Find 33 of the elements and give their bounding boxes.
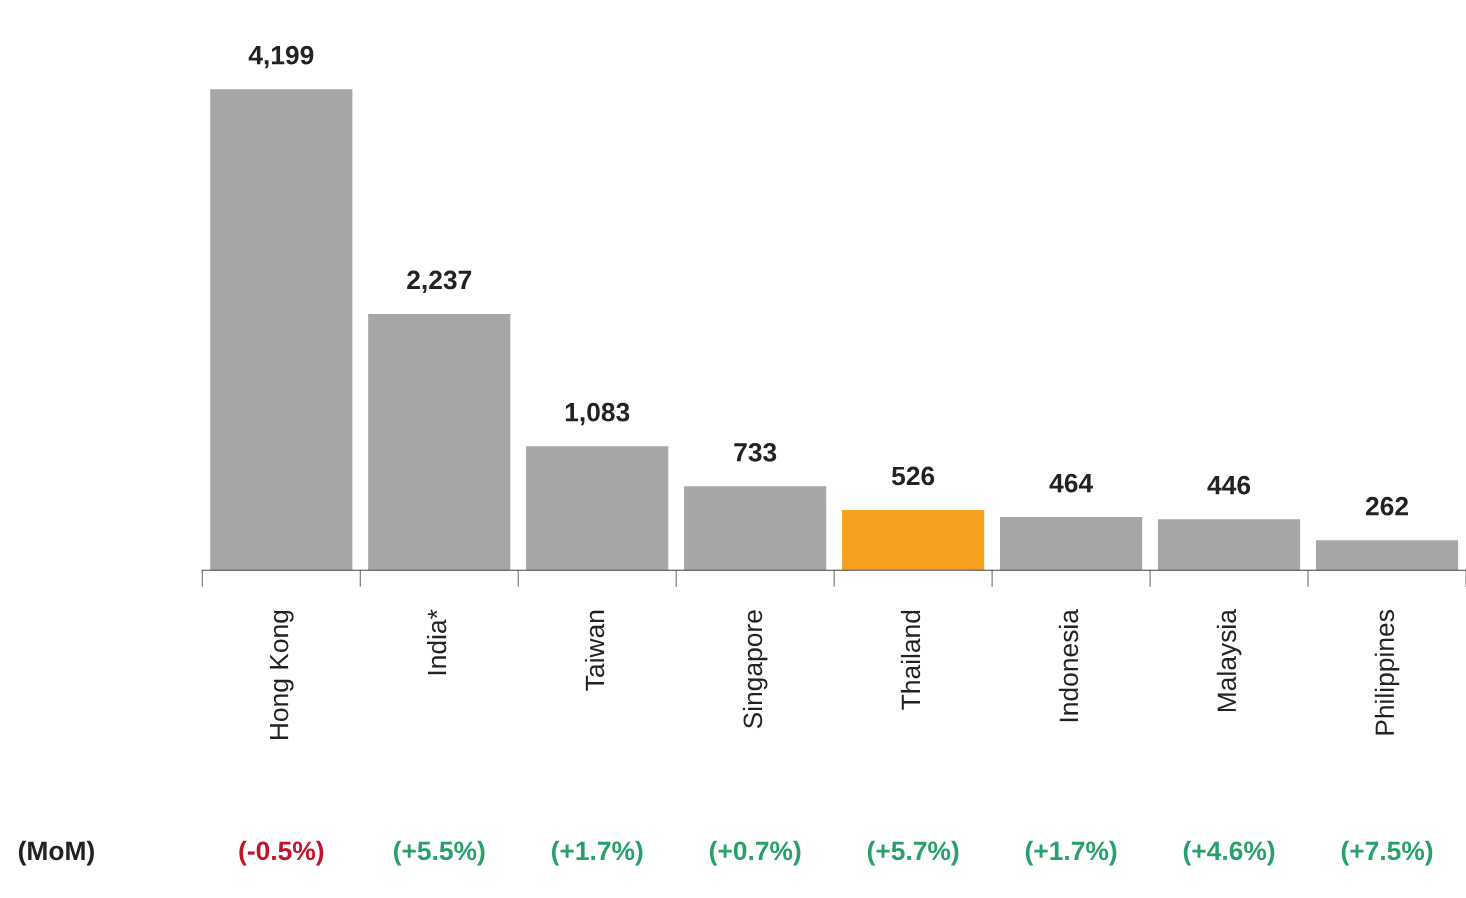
x-tick-label: Singapore (742, 610, 768, 729)
data-label: 464 (1049, 473, 1093, 493)
text: (+1.7%) (1025, 840, 1117, 866)
text: (+0.7%) (709, 840, 801, 866)
bar (1000, 517, 1143, 571)
bar (684, 486, 827, 571)
text: (+4.6%) (1183, 840, 1275, 866)
bar (842, 509, 985, 571)
x-tick-label: Taiwan (584, 610, 605, 691)
text: (+1.7%) (551, 840, 643, 866)
bar (1157, 519, 1301, 571)
text: (+5.5%) (394, 840, 485, 866)
x-tick-label: Hong Kong (269, 610, 294, 739)
x-tick-label: Indonesia (1058, 609, 1079, 722)
bar (368, 313, 511, 571)
bar (1315, 540, 1459, 571)
data-label: 2,237 (407, 270, 472, 294)
data-label: 4,199 (248, 45, 314, 69)
text: (+5.7%) (867, 840, 959, 866)
data-label: 1,083 (565, 402, 630, 426)
data-label: 262 (1365, 496, 1408, 516)
x-tick-label: Philippines (1374, 610, 1400, 735)
x-tick-label: India* (426, 609, 447, 675)
x-tick-label: Malaysia (1216, 609, 1242, 712)
data-label: 526 (891, 466, 935, 486)
text: (-0.5%) (239, 840, 324, 866)
data-label: 446 (1207, 475, 1251, 495)
bar (526, 446, 669, 571)
text: (MoM) (18, 840, 94, 866)
data-label: 733 (734, 442, 777, 462)
text: (+7.5%) (1341, 840, 1433, 866)
bar (210, 89, 353, 571)
x-tick-label: Thailand (900, 610, 921, 710)
